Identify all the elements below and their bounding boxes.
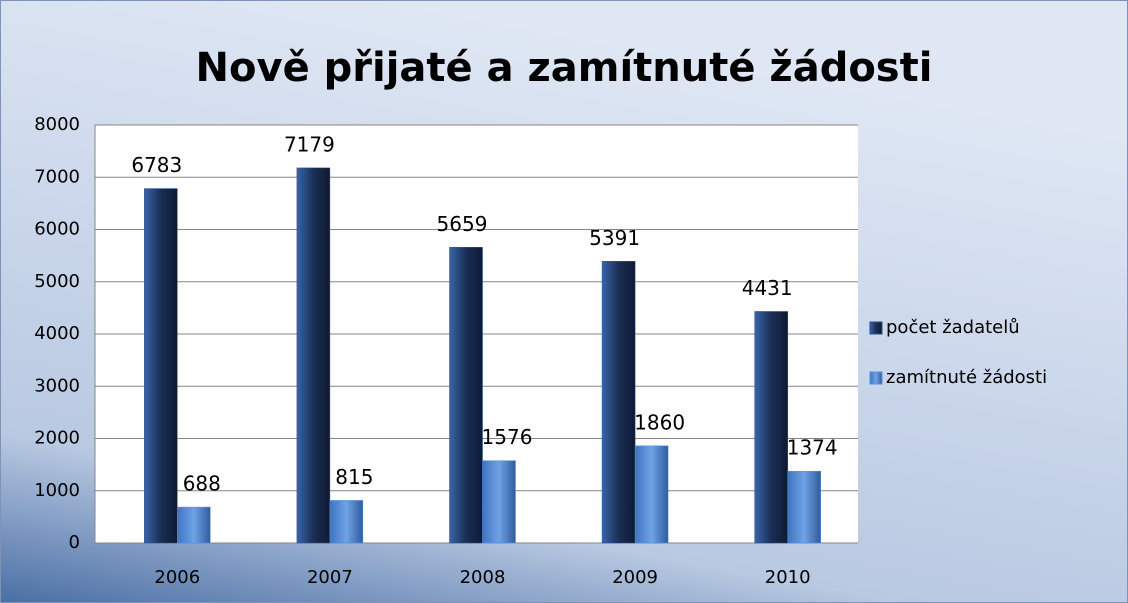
y-tick-label: 6000 [34, 219, 80, 240]
y-tick-label: 8000 [34, 114, 80, 135]
data-label: 6783 [131, 153, 182, 177]
y-tick-label: 1000 [34, 480, 80, 501]
chart-title: Nově přijaté a zamítnuté žádosti [196, 45, 933, 91]
bar [634, 445, 669, 544]
bar [449, 247, 483, 544]
bar [329, 500, 364, 544]
y-tick-label: 0 [69, 532, 80, 553]
bar [601, 261, 636, 544]
x-tick-label: 2006 [154, 567, 200, 588]
bar [787, 470, 821, 544]
data-label: 1576 [482, 425, 533, 449]
data-label: 4431 [742, 276, 793, 300]
y-tick-label: 2000 [34, 428, 80, 449]
data-label: 1374 [787, 436, 838, 460]
x-tick-label: 2008 [460, 567, 506, 588]
legend-label: zamítnuté žádosti [886, 367, 1047, 388]
bar [754, 311, 788, 544]
x-tick-label: 2007 [307, 567, 353, 588]
data-label: 815 [335, 465, 373, 489]
y-tick-label: 4000 [34, 323, 80, 344]
legend-label: počet žadatelů [886, 317, 1020, 338]
legend-swatch [869, 321, 883, 335]
data-label: 5391 [589, 226, 640, 250]
y-tick-label: 7000 [34, 166, 80, 187]
y-tick-label: 5000 [34, 271, 80, 292]
data-label: 7179 [284, 132, 335, 156]
x-tick-label: 2009 [612, 567, 658, 588]
bar [482, 460, 516, 544]
legend-swatch [869, 371, 883, 385]
x-tick-label: 2010 [765, 567, 811, 588]
y-tick-label: 3000 [34, 375, 80, 396]
bar [296, 167, 331, 544]
data-label: 1860 [634, 410, 685, 434]
data-label: 5659 [437, 212, 488, 236]
bar [177, 506, 211, 544]
data-label: 688 [183, 472, 221, 496]
bar [144, 188, 178, 544]
